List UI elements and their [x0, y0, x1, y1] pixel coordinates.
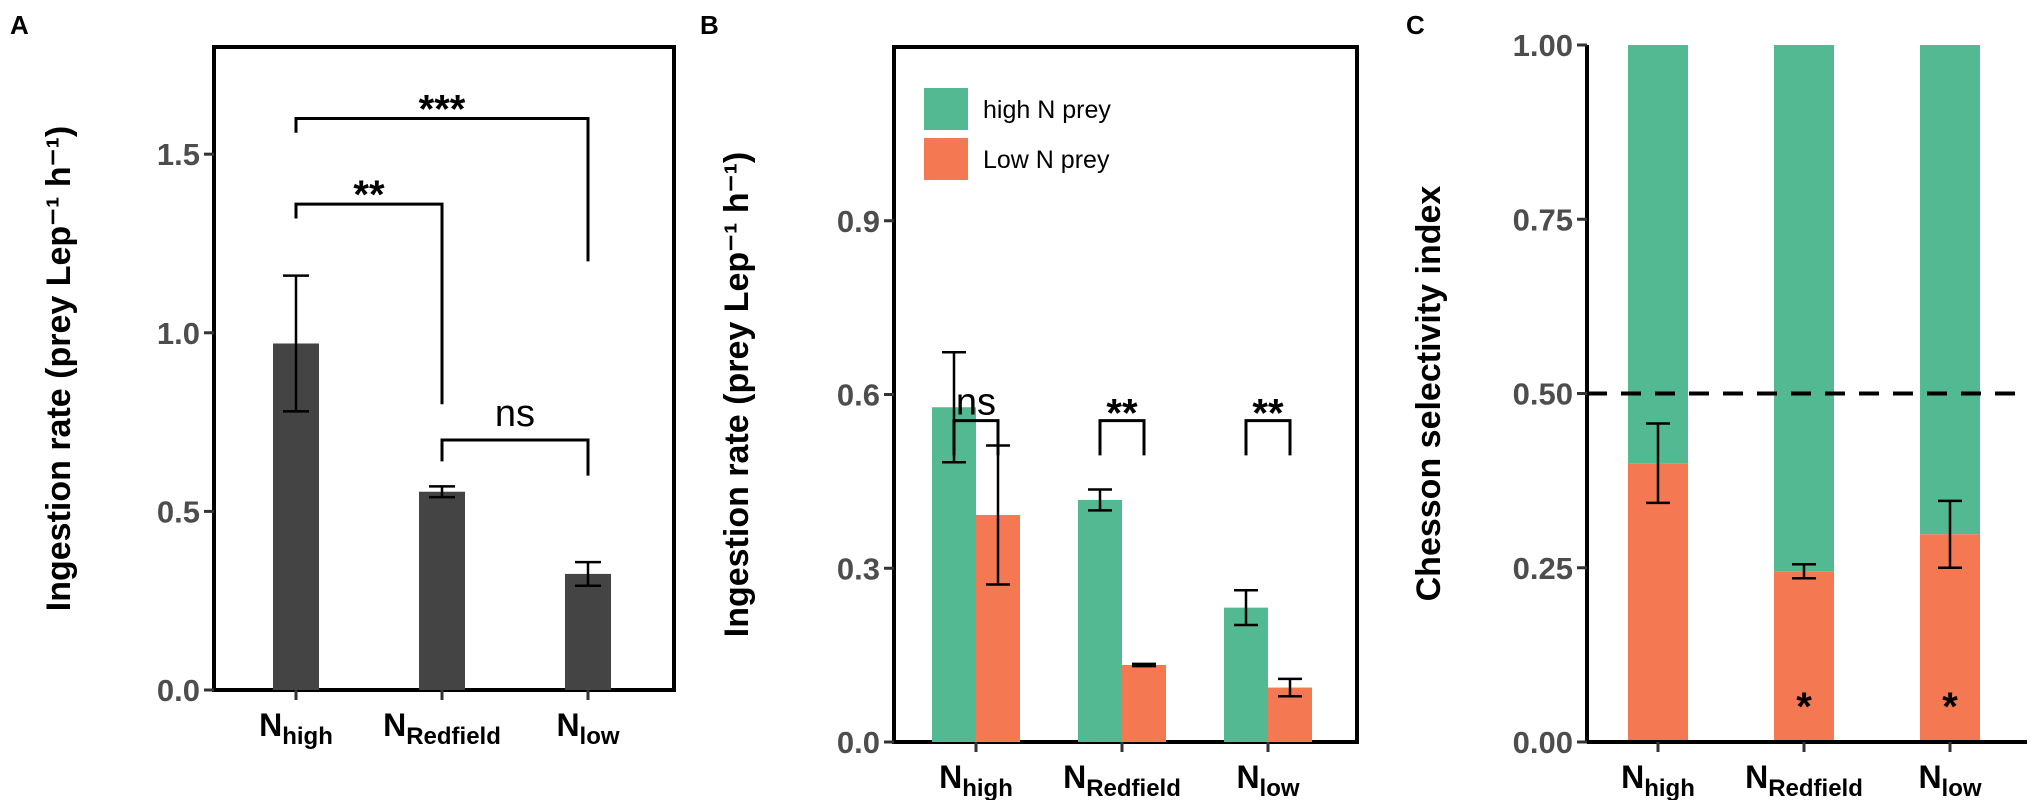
legend-label-b-0: high N prey	[983, 96, 1111, 124]
bar-c-high-2	[1920, 45, 1980, 535]
y-axis-label-c: Chesson selectivity index	[1410, 186, 1448, 602]
y-axis-b-ticklabel-1: 0.3	[837, 551, 880, 586]
legend-swatch-b-0	[924, 88, 968, 130]
panel-c: C 0.00 0.25 0.50 0.75 1.00 Chesson selectivity…	[1406, 10, 2027, 800]
y-axis-a-ticklabel-3: 1.5	[157, 137, 200, 172]
category-label-a-1: NRedfield	[383, 707, 501, 750]
significance-label-b-1: **	[1106, 392, 1138, 436]
legend-b: high N prey Low N prey	[924, 88, 1111, 180]
significance-label-a-2: ns	[495, 393, 535, 435]
panel-b: B 0.0 0.3 0.6 0.9 Ingestion rate (prey Lep⁻¹ …	[700, 10, 1359, 800]
y-axis-a-ticklabel-2: 1.0	[157, 316, 200, 351]
category-label-a-2: Nlow	[556, 707, 619, 750]
bar-a-1	[419, 491, 465, 690]
y-axis-c-ticklabel-3: 0.75	[1513, 202, 1573, 237]
y-axis-c-ticklabel-4: 1.00	[1513, 28, 1573, 63]
bar-c-high-0	[1628, 45, 1688, 464]
y-axis-a-ticklabel-0: 0.0	[157, 673, 200, 708]
legend-label-b-1: Low N prey	[983, 146, 1110, 174]
bar-b-1-1	[1122, 664, 1166, 742]
y-axis-c-ticklabel-2: 0.50	[1513, 377, 1573, 412]
category-label-c-0: Nhigh	[1621, 759, 1695, 800]
significance-label-c-2: *	[1942, 685, 1958, 729]
panel-letter-b: B	[700, 10, 719, 40]
panel-letter-c: C	[1406, 10, 1425, 40]
bar-c-high-1	[1774, 45, 1834, 572]
significance-bracket-b-1	[1098, 419, 1146, 456]
bar-b-0-1	[1078, 499, 1122, 742]
significance-label-a-0: ***	[419, 87, 466, 131]
category-label-b-2: Nlow	[1236, 759, 1299, 800]
y-axis-c-ticklabel-1: 0.25	[1513, 551, 1573, 586]
y-axis-b-ticklabel-2: 0.6	[837, 378, 880, 413]
category-label-c-1: NRedfield	[1745, 759, 1863, 800]
significance-bracket-a-0	[294, 116, 590, 262]
significance-bracket-a-2	[440, 438, 590, 476]
panel-letter-a: A	[10, 10, 29, 40]
panel-a: A 0.0 0.5 1.0 1.5 Ingestion rate (prey Lep⁻¹ …	[10, 10, 676, 750]
significance-label-b-2: **	[1252, 392, 1284, 436]
y-axis-b-ticklabel-0: 0.0	[837, 725, 880, 760]
category-label-b-1: NRedfield	[1063, 759, 1181, 800]
significance-label-b-0: ns	[956, 382, 996, 424]
bar-c-low-0	[1628, 463, 1688, 742]
bar-b-0-2	[1224, 607, 1268, 742]
significance-bracket-b-0	[952, 419, 1000, 456]
y-axis-c-ticklabel-0: 0.00	[1513, 725, 1573, 760]
y-axis-label-b: Ingestion rate (prey Lep⁻¹ h⁻¹)	[718, 152, 756, 637]
y-axis-label-a: Ingestion rate (prey Lep⁻¹ h⁻¹)	[40, 126, 78, 611]
y-axis-a-ticklabel-1: 0.5	[157, 494, 200, 529]
significance-label-c-1: *	[1796, 685, 1812, 729]
category-label-a-0: Nhigh	[259, 707, 333, 750]
category-label-b-0: Nhigh	[939, 759, 1013, 800]
significance-bracket-b-2	[1244, 419, 1292, 456]
bar-a-2	[565, 573, 611, 690]
bar-c-low-1	[1774, 571, 1834, 742]
legend-swatch-b-1	[924, 138, 968, 180]
significance-label-a-1: **	[353, 173, 385, 217]
category-label-c-2: Nlow	[1918, 759, 1981, 800]
significance-bracket-a-1	[294, 202, 444, 405]
y-axis-b-ticklabel-3: 0.9	[837, 204, 880, 239]
